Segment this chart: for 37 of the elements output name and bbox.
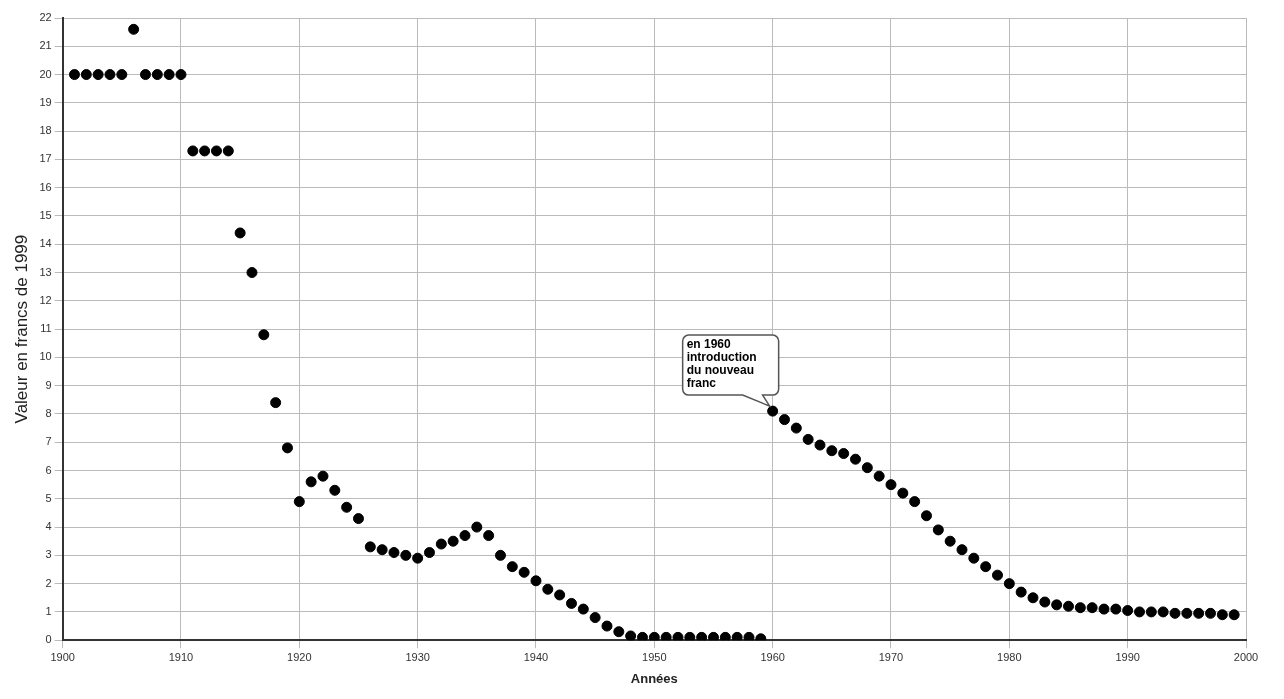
y-tick-label: 8 (45, 406, 52, 419)
y-tick-label: 11 (40, 322, 52, 335)
y-tick-label: 3 (45, 548, 52, 561)
y-tick-label: 13 (39, 265, 52, 278)
y-tick-label: 15 (39, 209, 52, 221)
y-tick-label: 19 (39, 95, 52, 108)
y-tick-label: 0 (45, 633, 52, 646)
x-tick-label: 1970 (878, 650, 904, 663)
x-tick-label: 1930 (405, 650, 430, 663)
y-tick-label: 6 (45, 463, 52, 476)
y-tick-label: 21 (39, 39, 52, 52)
y-tick-label: 10 (39, 350, 52, 363)
x-tick-label: 1950 (642, 650, 667, 663)
y-tick-label: 4 (45, 520, 52, 533)
y-tick-label: 5 (45, 491, 52, 504)
x-tick-label: 1900 (50, 650, 75, 663)
y-tick-label: 9 (45, 378, 52, 391)
y-tick-label: 12 (39, 293, 52, 306)
y-tick-label: 7 (45, 435, 52, 448)
x-tick-label: 1910 (168, 650, 194, 663)
y-tick-label: 14 (39, 237, 52, 250)
y-tick-label: 18 (39, 124, 52, 137)
x-axis-title: Années (630, 670, 678, 686)
y-tick-label: 22 (39, 11, 52, 24)
y-tick-label: 17 (39, 152, 52, 165)
y-tick-label: 2 (45, 576, 52, 589)
x-tick-label: 1940 (523, 650, 549, 663)
annotation: en 1960 introduction du nouveau franc (686, 337, 757, 391)
x-tick-label: 1920 (287, 650, 312, 663)
x-tick-label: 1980 (997, 650, 1022, 663)
x-tick-label: 2000 (1233, 650, 1259, 663)
x-tick-label: 1990 (1115, 650, 1140, 663)
y-tick-label: 20 (39, 67, 52, 80)
y-axis-title: Valeur en francs de 1999 (11, 234, 31, 424)
x-tick-label: 1960 (760, 650, 785, 663)
y-tick-label: 16 (39, 180, 52, 193)
y-tick-label: 1 (45, 604, 52, 617)
